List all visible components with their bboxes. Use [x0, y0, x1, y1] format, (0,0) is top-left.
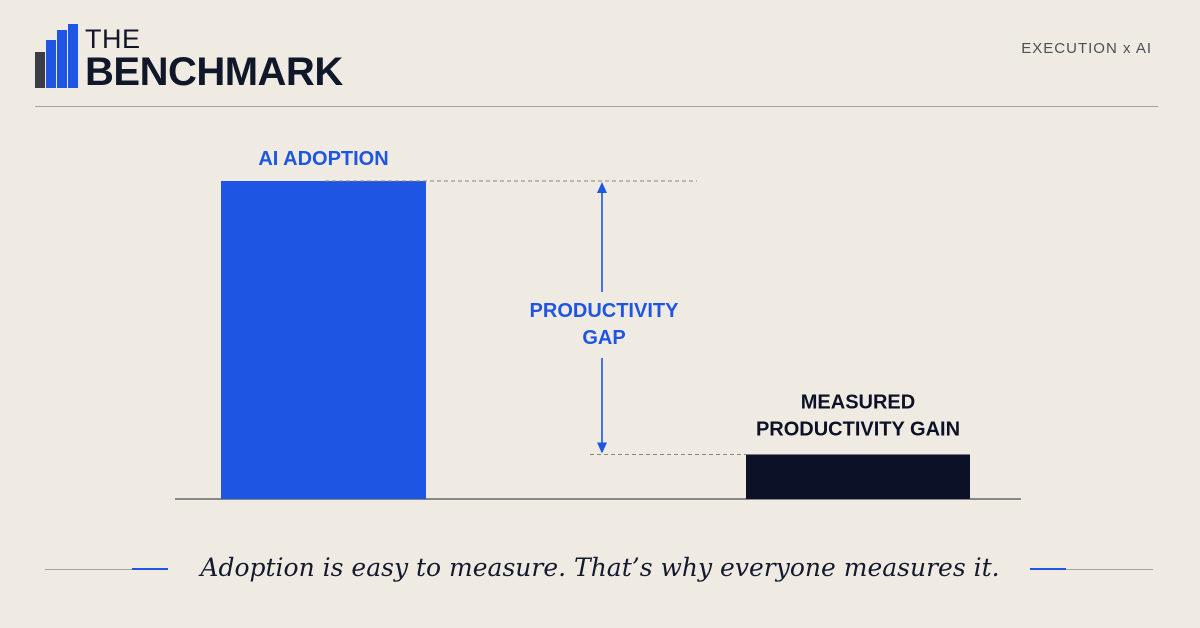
category-label-1: AI ADOPTION: [258, 148, 388, 170]
caption-accent-right: [1030, 568, 1066, 570]
gap-annotation-label: PRODUCTIVITY GAP: [530, 300, 680, 349]
caption-accent-left: [132, 568, 168, 570]
caption-rule-left: [45, 569, 168, 570]
gap-arrowhead-up: [597, 182, 607, 193]
category-label-2: MEASURED PRODUCTIVITY GAIN: [756, 391, 960, 440]
caption-text: Adoption is easy to measure. That’s why …: [200, 553, 1000, 582]
logo-bar: [46, 40, 56, 88]
caption-row: Adoption is easy to measure. That’s why …: [0, 545, 1200, 595]
bar-1: [221, 181, 426, 499]
brand-logo: THE BENCHMARK: [35, 24, 365, 94]
bar-2: [746, 454, 970, 499]
logo-bars-icon: [35, 24, 78, 88]
logo-bar: [68, 24, 78, 88]
gap-arrowhead-down: [597, 442, 607, 454]
logo-line-2: BENCHMARK: [85, 50, 343, 94]
header-divider: [35, 106, 1158, 107]
section-tagline: EXECUTION x AI: [1021, 40, 1152, 57]
logo-bar: [35, 52, 45, 88]
caption-rule-right: [1030, 569, 1153, 570]
logo-line-1: THE: [85, 24, 141, 54]
logo-bar: [57, 30, 67, 88]
